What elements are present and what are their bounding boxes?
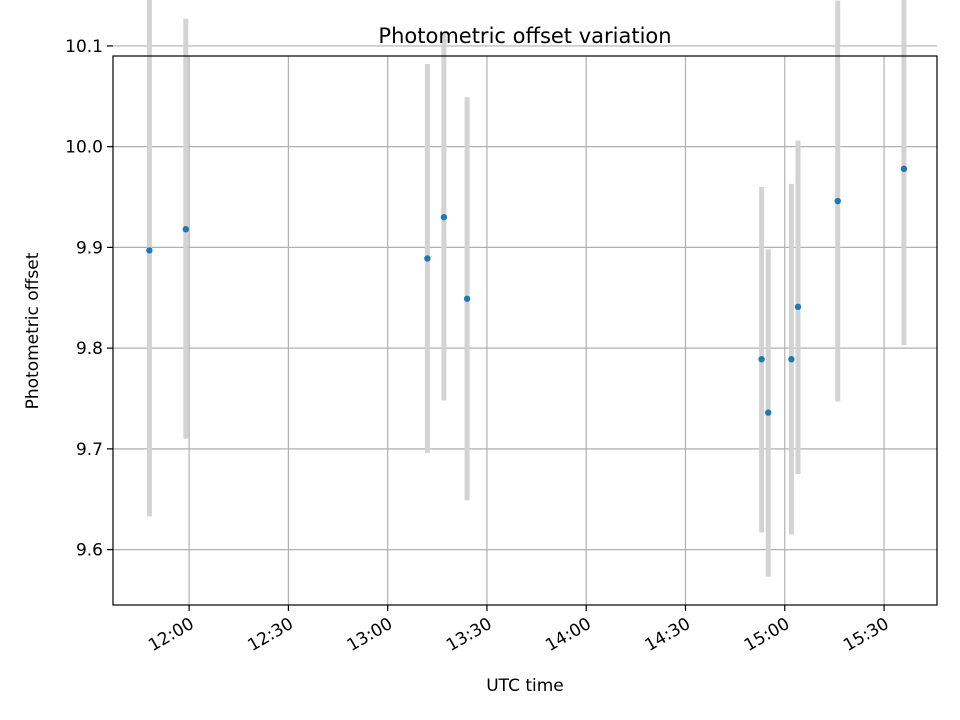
y-tick-label: 10.0 [65,138,103,158]
x-gridlines [188,56,885,605]
chart-title: Photometric offset variation [378,24,671,48]
data-point [765,409,772,416]
y-tick-label: 9.7 [76,440,103,460]
y-axis-label: Photometric offset [23,252,43,409]
data-point [900,165,908,173]
data-point [788,356,795,363]
y-axis-ticks: 9.6 9.7 9.8 9.9 10.0 10.1 [65,37,113,561]
data-point [440,213,448,221]
data-point [182,226,190,233]
plot-frame [112,55,938,606]
x-axis-label: UTC time [486,676,564,696]
data-point [146,247,153,254]
y-tick-label: 9.9 [76,238,103,258]
data-point [463,295,471,302]
data-point [834,197,841,205]
y-tick-label: 10.1 [65,37,103,57]
data-point [424,255,431,262]
data-points [146,165,908,416]
y-tick-label: 9.8 [76,339,103,359]
data-point [758,356,765,363]
y-tick-label: 9.6 [76,541,103,561]
data-point [794,303,802,311]
